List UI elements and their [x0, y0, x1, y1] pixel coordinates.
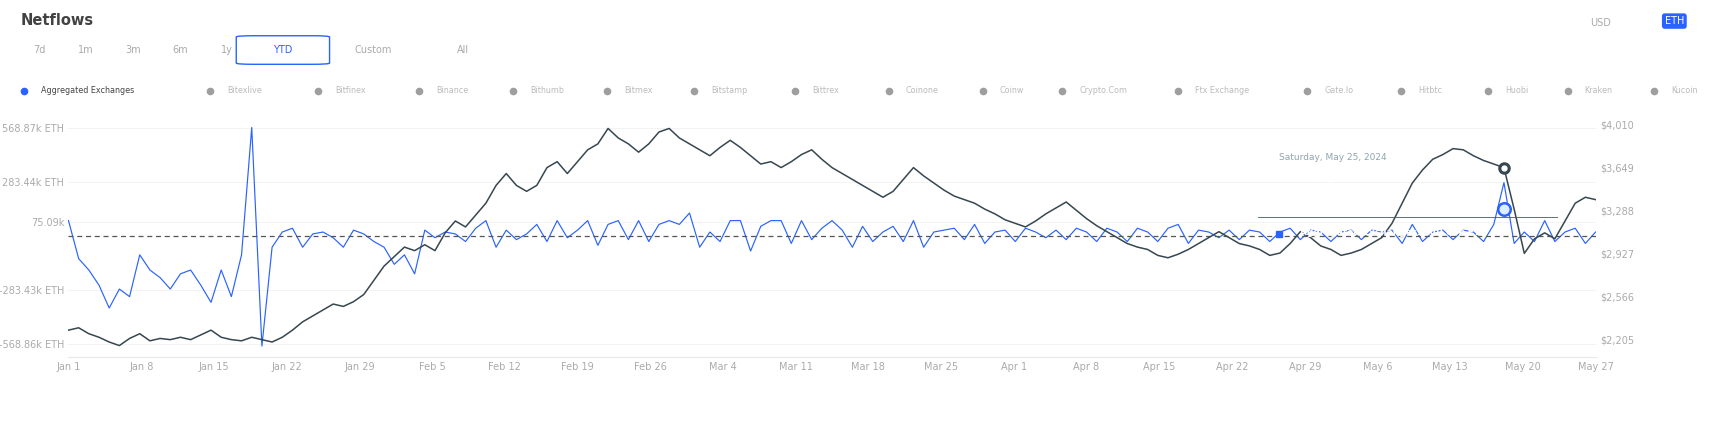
Text: Coinone: Coinone [906, 86, 938, 95]
Text: Bithumb: Bithumb [531, 86, 565, 95]
Text: Gate.Io: Gate.Io [1323, 86, 1352, 95]
Text: Bittrex: Bittrex [811, 86, 839, 95]
Text: 3m: 3m [125, 45, 140, 55]
Text: 6m: 6m [173, 45, 188, 55]
Text: Kraken: Kraken [1585, 86, 1613, 95]
Text: Bitstamp: Bitstamp [710, 86, 746, 95]
Text: Price: $3,743.06: Price: $3,743.06 [1279, 174, 1370, 184]
Text: Custom: Custom [354, 45, 392, 55]
Text: Ftx Exchange: Ftx Exchange [1195, 86, 1248, 95]
Text: ETH: ETH [1664, 16, 1685, 26]
Text: USD: USD [1590, 18, 1611, 28]
Text: Bitexlive: Bitexlive [228, 86, 262, 95]
Text: Bitfinex: Bitfinex [336, 86, 366, 95]
Text: 1y: 1y [221, 45, 233, 55]
Text: Crypto.Com: Crypto.Com [1079, 86, 1128, 95]
Text: Coinw: Coinw [1000, 86, 1024, 95]
Text: 7d: 7d [33, 45, 45, 55]
FancyBboxPatch shape [236, 36, 329, 64]
Text: Kucoin: Kucoin [1671, 86, 1698, 95]
Text: 1m: 1m [79, 45, 94, 55]
Text: Binance: Binance [437, 86, 469, 95]
Text: Total: 140.66k ETH: Total: 140.66k ETH [1279, 195, 1382, 205]
Text: Aggregated Exchanges: 140.66k ETH: Aggregated Exchanges: 140.66k ETH [1299, 228, 1488, 236]
Text: All: All [457, 45, 469, 55]
Text: Aggregated Exchanges: Aggregated Exchanges [41, 86, 134, 95]
Text: Saturday, May 25, 2024: Saturday, May 25, 2024 [1279, 153, 1387, 162]
Text: Huobi: Huobi [1505, 86, 1529, 95]
Text: Netflows: Netflows [21, 13, 94, 27]
Text: Hitbtc: Hitbtc [1418, 86, 1442, 95]
Text: Bitmex: Bitmex [625, 86, 652, 95]
Text: YTD: YTD [274, 45, 293, 55]
